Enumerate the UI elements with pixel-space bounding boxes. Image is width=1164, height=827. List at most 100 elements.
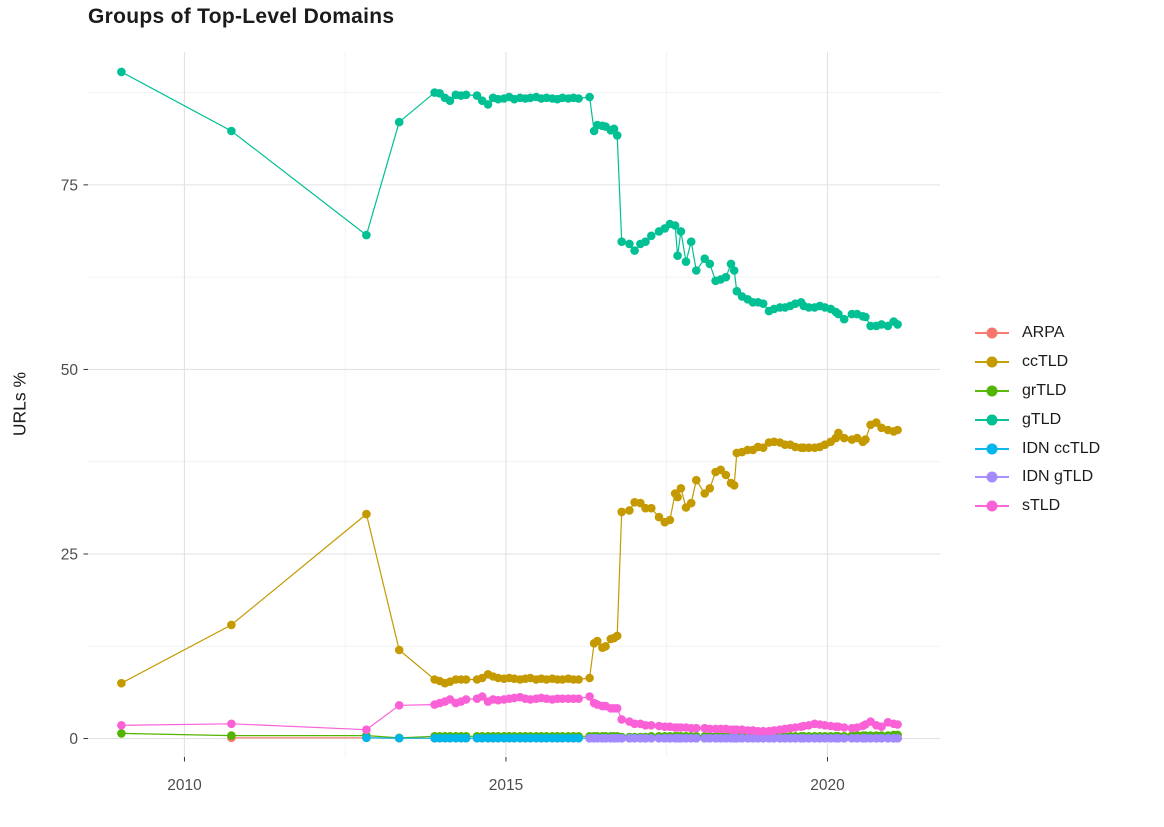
data-point-cctld <box>625 506 634 515</box>
data-point-idn-cctld <box>574 733 583 743</box>
x-tick-label: 2020 <box>810 777 845 794</box>
data-point-gtld <box>612 131 622 140</box>
data-point-grtld <box>117 729 126 738</box>
legend-key-icon-idn-cctld <box>975 443 1009 455</box>
minor-gridlines <box>88 52 940 757</box>
x-tick-label: 2010 <box>167 777 202 794</box>
legend-key-icon-stld <box>975 500 1009 512</box>
data-point-gtld <box>681 257 691 267</box>
data-point-cctld <box>758 443 768 453</box>
y-axis-title: URLs % <box>9 371 30 437</box>
data-point-stld <box>394 701 404 710</box>
data-point-gtld <box>729 266 739 275</box>
data-point-gtld <box>227 126 236 136</box>
data-point-cctld <box>665 515 675 525</box>
data-point-gtld <box>758 299 768 309</box>
legend-item-gtld: gTLD <box>975 405 1100 434</box>
data-point-gtld <box>585 92 594 102</box>
data-point-gtld <box>609 124 619 134</box>
data-point-cctld <box>117 678 126 688</box>
data-point-cctld <box>654 512 664 522</box>
data-point-stld <box>585 692 594 701</box>
series-stld <box>117 692 902 736</box>
legend-item-grtld: grTLD <box>975 377 1100 406</box>
data-point-cctld <box>872 418 881 427</box>
data-point-gtld <box>839 314 849 324</box>
data-point-cctld <box>692 475 701 485</box>
data-point-stld <box>362 725 371 734</box>
data-point-idn-cctld <box>461 733 471 743</box>
data-point-stld <box>461 695 471 704</box>
data-point-cctld <box>839 433 849 443</box>
data-point-cctld <box>647 503 656 513</box>
data-point-stld <box>117 721 126 730</box>
series-cctld <box>117 418 902 688</box>
data-point-stld <box>612 704 622 713</box>
legend-key-icon-gtld <box>975 414 1009 426</box>
data-point-cctld <box>721 470 731 480</box>
data-point-cctld <box>861 435 870 444</box>
legend-label-arpa: ARPA <box>1022 324 1065 342</box>
y-tick-label: 0 <box>69 731 78 748</box>
data-point-gtld <box>834 309 843 319</box>
data-point-cctld <box>593 636 602 646</box>
legend-item-idn-cctld: IDN ccTLD <box>975 434 1100 463</box>
data-point-cctld <box>601 642 610 651</box>
y-tick-label: 75 <box>61 177 78 194</box>
data-point-gtld <box>647 231 656 241</box>
data-point-gtld <box>861 312 870 322</box>
data-point-gtld <box>625 239 634 249</box>
data-point-cctld <box>716 465 725 475</box>
data-point-stld <box>877 722 886 731</box>
data-point-gtld <box>641 237 650 246</box>
data-point-gtld <box>574 94 583 103</box>
data-point-cctld <box>676 484 686 493</box>
data-point-gtld <box>692 266 701 275</box>
legend-item-stld: sTLD <box>975 492 1100 521</box>
legend-key-icon-idn-gtld <box>975 471 1009 483</box>
data-point-stld <box>477 692 487 701</box>
legend-label-idn-gtld: IDN gTLD <box>1022 468 1094 486</box>
data-point-cctld <box>673 492 682 502</box>
data-point-cctld <box>585 673 594 683</box>
data-point-gtld <box>893 320 902 329</box>
data-point-idn-gtld <box>839 734 849 743</box>
x-tick-label: 2015 <box>489 777 523 794</box>
data-point-gtld <box>686 237 696 246</box>
data-point-stld <box>227 719 236 729</box>
data-point-idn-gtld <box>893 734 902 743</box>
y-tick-label: 25 <box>61 546 78 563</box>
series-gtld <box>117 67 902 331</box>
data-point-gtld <box>117 67 126 77</box>
legend-label-stld: sTLD <box>1022 497 1061 515</box>
legend-label-cctld: ccTLD <box>1022 353 1069 371</box>
data-point-gtld <box>394 117 404 127</box>
data-point-stld <box>692 723 701 733</box>
data-point-cctld <box>705 484 715 493</box>
data-point-idn-gtld <box>877 734 886 743</box>
legend-item-cctld: ccTLD <box>975 348 1100 377</box>
data-point-cctld <box>834 428 843 438</box>
data-point-gtld <box>630 246 639 255</box>
data-point-gtld <box>461 90 471 100</box>
data-point-gtld <box>676 227 686 236</box>
data-point-stld <box>839 723 849 732</box>
data-point-stld <box>574 694 583 703</box>
data-point-idn-cctld <box>394 733 404 743</box>
legend-item-arpa: ARPA <box>975 319 1100 348</box>
data-point-gtld <box>732 286 742 296</box>
legend-label-grtld: grTLD <box>1022 381 1067 399</box>
data-point-stld <box>893 720 902 729</box>
legend-key-icon-grtld <box>975 385 1009 397</box>
chart-legend: ARPA ccTLD grTLD gTLD IDN ccTLD IDN gTLD sTLD <box>975 319 1100 521</box>
data-point-stld <box>617 715 626 724</box>
legend-item-idn-gtld: IDN gTLD <box>975 463 1100 492</box>
axis-ticks <box>83 184 828 762</box>
x-tick-labels: 2010 2015 2020 <box>167 777 845 794</box>
data-point-gtld <box>705 259 715 269</box>
y-tick-label: 50 <box>61 362 79 379</box>
data-point-idn-cctld <box>362 733 371 743</box>
data-point-cctld <box>686 498 696 508</box>
